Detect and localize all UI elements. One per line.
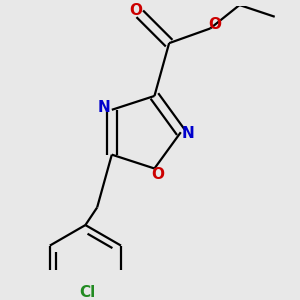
- Text: O: O: [129, 3, 142, 18]
- Text: Cl: Cl: [79, 285, 95, 300]
- Text: O: O: [208, 16, 221, 32]
- Text: N: N: [182, 126, 194, 141]
- Text: N: N: [98, 100, 111, 115]
- Text: O: O: [151, 167, 164, 182]
